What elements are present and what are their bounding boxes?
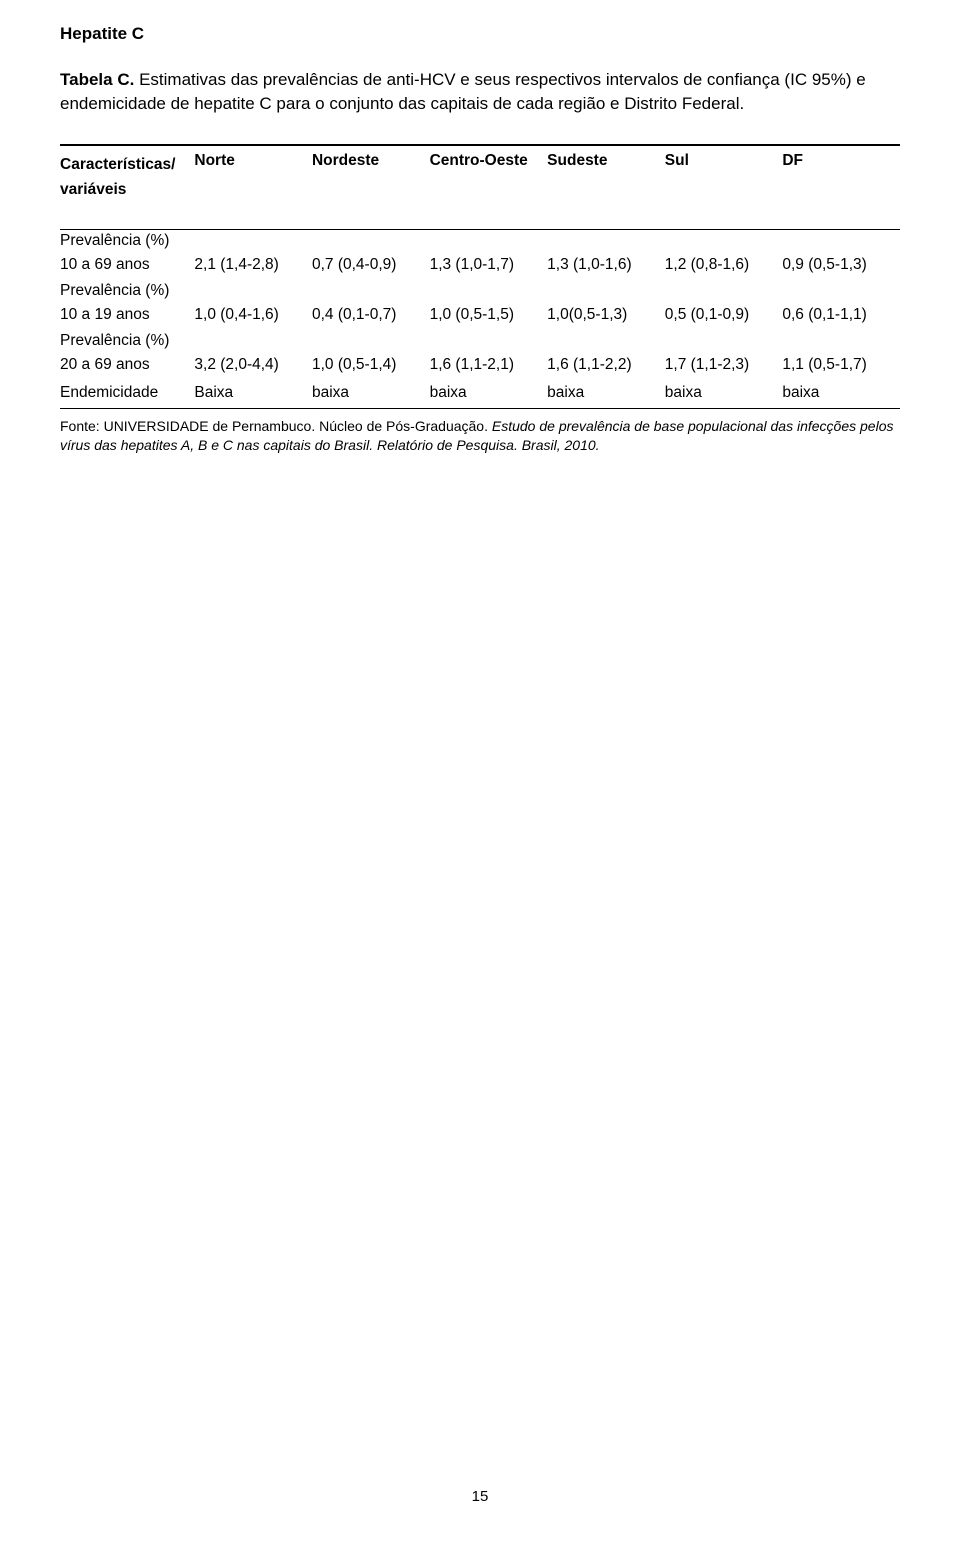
header-centro-oeste: Centro-Oeste xyxy=(430,145,548,230)
e-v5: baixa xyxy=(782,380,900,409)
g1-v2: 1,3 (1,0-1,7) xyxy=(430,252,548,280)
header-df: DF xyxy=(782,145,900,230)
group1-label: Prevalência (%) xyxy=(60,229,900,252)
g3-v4: 1,7 (1,1-2,3) xyxy=(665,352,783,380)
caption-label: Tabela C. xyxy=(60,70,134,89)
g2-v5: 0,6 (0,1-1,1) xyxy=(782,302,900,330)
g3-v3: 1,6 (1,1-2,2) xyxy=(547,352,665,380)
g2-v3: 1,0(0,5-1,3) xyxy=(547,302,665,330)
g3-v0: 3,2 (2,0-4,4) xyxy=(194,352,312,380)
g3-v2: 1,6 (1,1-2,1) xyxy=(430,352,548,380)
page-number: 15 xyxy=(0,1488,960,1505)
group3-data-row: 20 a 69 anos 3,2 (2,0-4,4) 1,0 (0,5-1,4)… xyxy=(60,352,900,380)
g1-v4: 1,2 (0,8-1,6) xyxy=(665,252,783,280)
g1-v5: 0,9 (0,5-1,3) xyxy=(782,252,900,280)
g1-v1: 0,7 (0,4-0,9) xyxy=(312,252,430,280)
group1-data-row: 10 a 69 anos 2,1 (1,4-2,8) 0,7 (0,4-0,9)… xyxy=(60,252,900,280)
header-sul: Sul xyxy=(665,145,783,230)
g1-v3: 1,3 (1,0-1,6) xyxy=(547,252,665,280)
table-header-row: Características/ variáveis Norte Nordest… xyxy=(60,145,900,230)
g3-v1: 1,0 (0,5-1,4) xyxy=(312,352,430,380)
g2-v1: 0,4 (0,1-0,7) xyxy=(312,302,430,330)
header-norte: Norte xyxy=(194,145,312,230)
g1-v0: 2,1 (1,4-2,8) xyxy=(194,252,312,280)
footnote-source: Fonte: UNIVERSIDADE de Pernambuco. Núcle… xyxy=(60,418,492,434)
g3-v5: 1,1 (0,5-1,7) xyxy=(782,352,900,380)
group3-label: Prevalência (%) xyxy=(60,330,900,352)
group2-data-row: 10 a 19 anos 1,0 (0,4-1,6) 0,4 (0,1-0,7)… xyxy=(60,302,900,330)
table-footnote: Fonte: UNIVERSIDADE de Pernambuco. Núcle… xyxy=(60,417,900,455)
e-v4: baixa xyxy=(665,380,783,409)
header-var-line2: variáveis xyxy=(60,181,126,198)
group1-label-row: Prevalência (%) xyxy=(60,229,900,252)
section-heading: Hepatite C xyxy=(60,24,900,44)
group3-label-row: Prevalência (%) xyxy=(60,330,900,352)
header-variables: Características/ variáveis xyxy=(60,145,194,230)
g2-v2: 1,0 (0,5-1,5) xyxy=(430,302,548,330)
g2-v0: 1,0 (0,4-1,6) xyxy=(194,302,312,330)
table-caption: Tabela C. Estimativas das prevalências d… xyxy=(60,68,900,116)
endem-rowlabel: Endemicidade xyxy=(60,380,194,409)
group2-label-row: Prevalência (%) xyxy=(60,280,900,302)
endemicidade-row: Endemicidade Baixa baixa baixa baixa bai… xyxy=(60,380,900,409)
e-v1: baixa xyxy=(312,380,430,409)
e-v2: baixa xyxy=(430,380,548,409)
prevalence-table: Características/ variáveis Norte Nordest… xyxy=(60,144,900,409)
group2-label: Prevalência (%) xyxy=(60,280,900,302)
g2-v4: 0,5 (0,1-0,9) xyxy=(665,302,783,330)
caption-text: Estimativas das prevalências de anti-HCV… xyxy=(60,70,866,113)
header-sudeste: Sudeste xyxy=(547,145,665,230)
e-v3: baixa xyxy=(547,380,665,409)
group3-rowlabel: 20 a 69 anos xyxy=(60,352,194,380)
header-nordeste: Nordeste xyxy=(312,145,430,230)
e-v0: Baixa xyxy=(194,380,312,409)
header-var-line1: Características/ xyxy=(60,156,175,173)
group1-rowlabel: 10 a 69 anos xyxy=(60,252,194,280)
group2-rowlabel: 10 a 19 anos xyxy=(60,302,194,330)
